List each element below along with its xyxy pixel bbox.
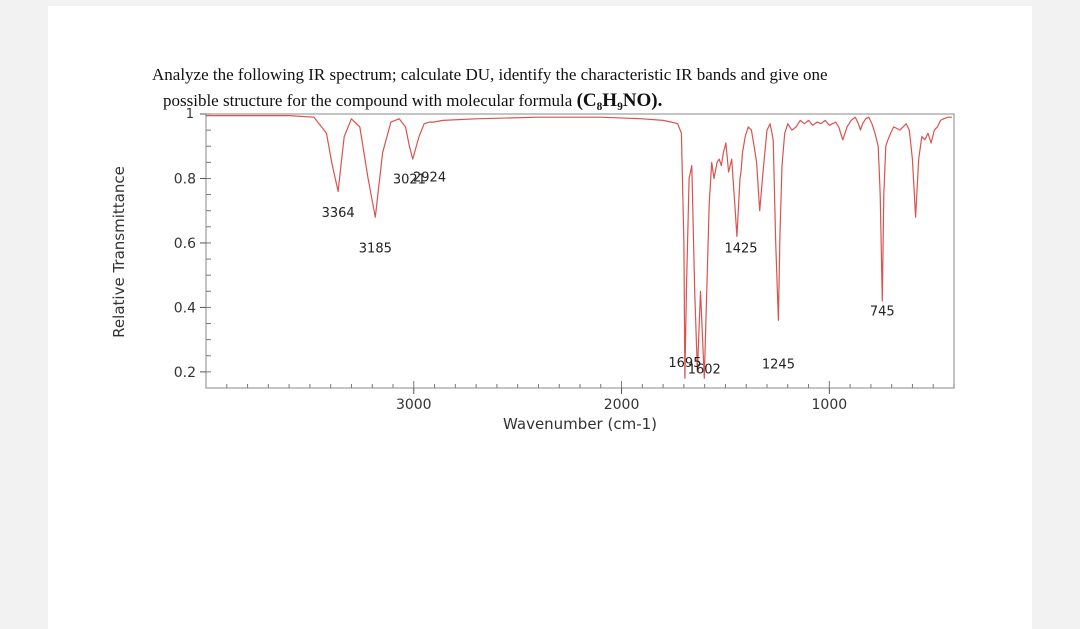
y-tick-label: 0.4 xyxy=(174,300,196,316)
peak-label-3364: 3364 xyxy=(322,206,355,221)
plot-frame xyxy=(205,113,955,389)
y-axis: 1 0.8 0.6 0.4 0.2 xyxy=(174,107,211,381)
x-tick-label: 2000 xyxy=(604,397,640,413)
y-tick-label: 0.8 xyxy=(174,171,196,187)
spectrum-line xyxy=(206,115,952,379)
y-tick-label: 1 xyxy=(186,107,194,122)
question-line-2-text: possible structure for the compound with… xyxy=(163,91,573,110)
x-axis: 3000 2000 1000 xyxy=(226,381,955,413)
peak-label-745: 745 xyxy=(870,304,895,319)
document-page xyxy=(48,6,1032,629)
question-line-2: possible structure for the compound with… xyxy=(163,90,662,112)
molecular-formula: (C₈H₉NO). xyxy=(576,90,663,111)
peak-label-3185: 3185 xyxy=(359,242,392,257)
peak-label-3021: 3021 xyxy=(393,172,426,187)
x-tick-label: 1000 xyxy=(812,397,848,413)
peak-label-1602: 1602 xyxy=(688,362,721,377)
y-axis-label: Relative Transmittance xyxy=(110,166,128,338)
peak-label-1245: 1245 xyxy=(762,358,795,373)
question-line-1: Analyze the following IR spectrum; calcu… xyxy=(152,65,828,84)
peak-label-2924: 2924 xyxy=(413,171,446,186)
y-tick-label: 0.6 xyxy=(174,236,196,252)
peak-label-1425: 1425 xyxy=(724,242,757,257)
peak-label-1695: 1695 xyxy=(668,356,701,371)
x-axis-label: Wavenumber (cm-1) xyxy=(503,415,657,433)
x-tick-label: 3000 xyxy=(396,397,432,413)
y-tick-label: 0.2 xyxy=(174,365,196,381)
